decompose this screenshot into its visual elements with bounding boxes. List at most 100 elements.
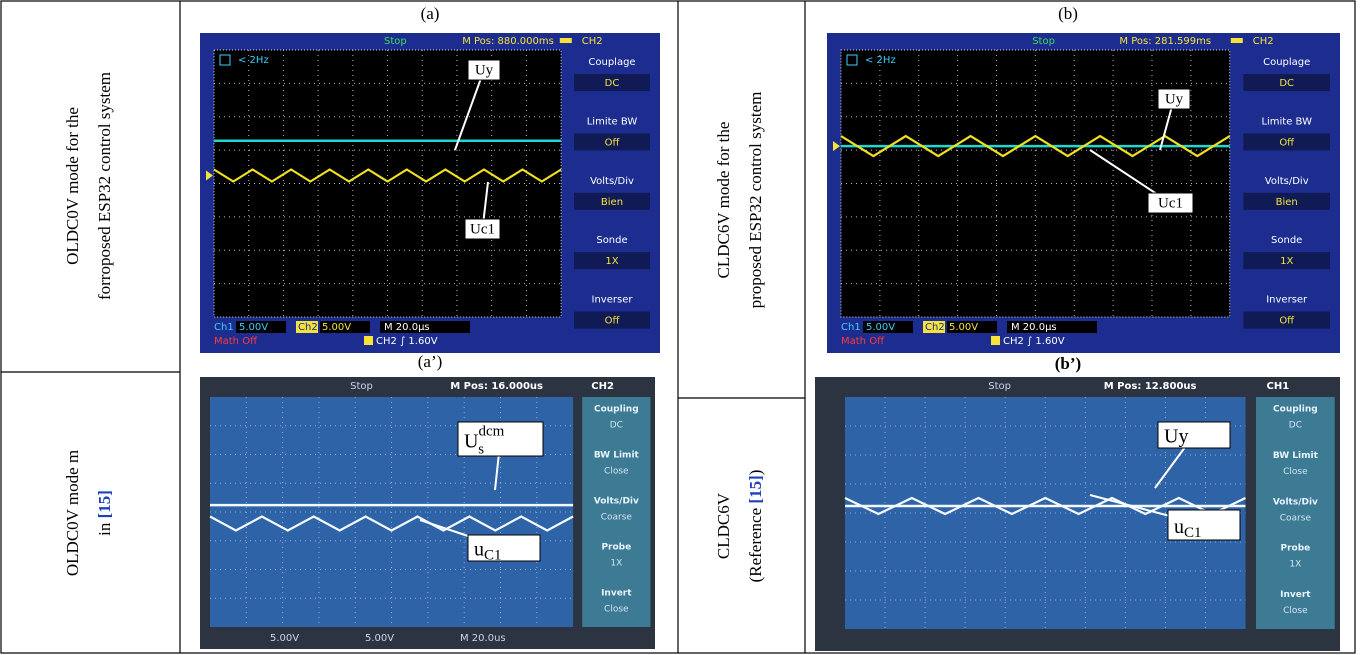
label: Coupling	[1273, 405, 1318, 415]
side-label-text: CLDC6V mode for the	[714, 122, 733, 279]
label: Limite BW	[587, 116, 638, 127]
label: DC	[1279, 78, 1294, 89]
side-label: proposed ESP32 control system	[746, 92, 765, 309]
annotation: Uc1	[1158, 195, 1183, 211]
callout-box	[1157, 421, 1231, 449]
label: BW Limit	[594, 451, 640, 461]
caption: (b’)	[1055, 354, 1081, 373]
callout-box	[467, 534, 541, 562]
menu-value-box	[574, 252, 650, 270]
label: Off	[605, 316, 621, 327]
value-box	[863, 321, 913, 333]
trigger-icon	[991, 336, 1000, 345]
label: Coarse	[1280, 513, 1312, 523]
menu-value-box	[1243, 74, 1330, 91]
label: CH2 ∫ 1.60V	[376, 336, 438, 347]
label: 5.00V	[866, 322, 895, 333]
label: Inverser	[1266, 295, 1308, 306]
uc1-trace	[209, 515, 574, 532]
label: Close	[1283, 467, 1308, 477]
label: Probe	[601, 543, 631, 553]
label: Stop	[1032, 36, 1055, 47]
side-label: CLDC6V	[714, 492, 733, 559]
callout-box	[467, 59, 501, 81]
label: M Pos: 880.000ms	[462, 36, 554, 47]
label: Sonde	[596, 235, 627, 246]
annotation: Udcm s	[464, 424, 505, 458]
side-label-text: OLDC0V mode m	[63, 450, 82, 576]
side-label-text: )	[746, 470, 765, 476]
callout-box	[457, 421, 544, 457]
annotation-sub: C1	[484, 548, 502, 564]
label: CH2 ∫ 1.60V	[1003, 336, 1065, 347]
label: Volts/Div	[590, 176, 634, 187]
label: 5.00V	[322, 322, 351, 333]
callout-box	[1167, 509, 1241, 541]
annotation-sub: C1	[1184, 525, 1202, 541]
label: Sonde	[1271, 235, 1302, 246]
label: Ch2	[925, 322, 945, 333]
label: < 2Hz	[238, 55, 269, 66]
oscilloscope: Uy Uc1	[827, 33, 1340, 353]
value-box	[320, 321, 370, 333]
label: Ch2	[298, 322, 318, 333]
annotation-sub: s	[478, 442, 484, 458]
annotation-base: u	[474, 538, 484, 560]
value-box	[236, 321, 286, 333]
annotation: Uy	[475, 62, 494, 78]
label: Limite BW	[1261, 116, 1312, 127]
label: M Pos: 281.599ms	[1119, 36, 1211, 47]
reference: [15]	[95, 490, 114, 518]
menu-value-box	[1243, 192, 1330, 210]
label: Bien	[601, 197, 623, 208]
callout-arrow	[454, 69, 485, 151]
label: Math Off	[841, 336, 885, 347]
annotation: uC1	[1174, 516, 1202, 542]
label: Close	[604, 467, 629, 477]
label: 5.00V	[365, 633, 394, 644]
menu-value-box	[1243, 133, 1330, 151]
menu-value-box	[574, 74, 650, 91]
oscilloscope: Uy Uc1	[200, 33, 660, 353]
side-label-text: OLDC0V mode for the	[63, 107, 82, 265]
label: Close	[604, 605, 629, 615]
callout-box	[1147, 192, 1194, 214]
scope-screen	[213, 49, 562, 318]
photo-menu	[582, 397, 651, 627]
side-label: OLDC0V mode m	[63, 450, 82, 576]
menu-value-box	[574, 192, 650, 210]
label: M Pos: 12.800us	[1104, 381, 1197, 392]
callout-box	[464, 218, 501, 240]
menu-value-box	[574, 311, 650, 329]
label: M 20.0µs	[384, 322, 430, 333]
ch-marker	[833, 141, 840, 152]
trigger-icon	[219, 54, 231, 66]
ch2-highlight	[923, 321, 945, 333]
label: DC	[610, 421, 623, 431]
side-label-text: forroposed ESP32 control system	[95, 72, 114, 300]
label: Off	[1279, 316, 1295, 327]
uc1-trace	[844, 496, 1246, 516]
label: Volts/Div	[1265, 176, 1309, 187]
label: Inverser	[592, 295, 634, 306]
label: Volts/Div	[1273, 497, 1318, 507]
side-label: in [15]	[95, 490, 114, 536]
scope-photo: Uy uC1	[815, 377, 1340, 651]
side-label-text: proposed ESP32 control system	[746, 92, 765, 309]
side-label: OLDC0V mode for the	[63, 107, 82, 265]
caption: (a)	[421, 4, 440, 23]
reference: [15]	[746, 475, 765, 503]
label: Stop	[350, 381, 373, 392]
label: Bien	[1276, 197, 1298, 208]
label: CH2	[591, 381, 614, 392]
label: Coupling	[594, 405, 639, 415]
label: Invert	[1280, 590, 1311, 600]
label: Volts/Div	[594, 497, 639, 507]
label: CH1	[1267, 381, 1290, 392]
side-label: forroposed ESP32 control system	[95, 72, 114, 300]
label: Invert	[601, 589, 632, 599]
side-label-text: in	[95, 518, 114, 535]
label: CH2	[1253, 36, 1274, 47]
caption: (b)	[1058, 4, 1078, 23]
label: CH2	[582, 36, 603, 47]
